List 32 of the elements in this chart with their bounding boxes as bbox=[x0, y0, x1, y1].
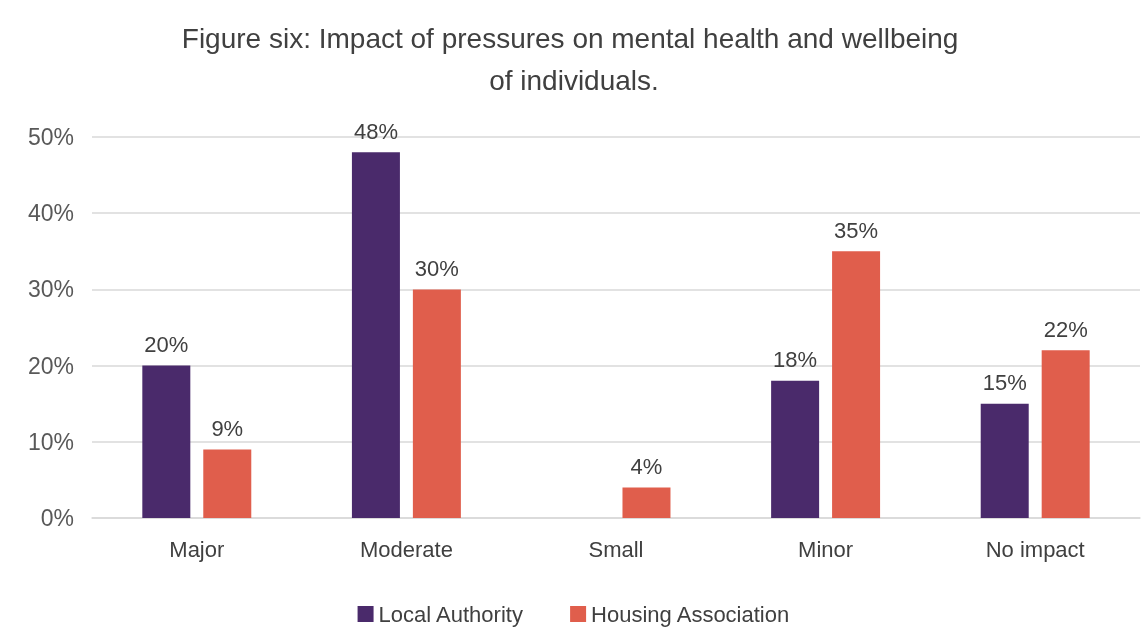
bar bbox=[1041, 350, 1090, 518]
bar bbox=[832, 251, 881, 518]
data-label: 9% bbox=[211, 415, 244, 441]
bar bbox=[771, 380, 820, 518]
y-tick-label: 20% bbox=[27, 352, 74, 379]
bar bbox=[203, 449, 252, 518]
bar bbox=[142, 365, 191, 518]
y-tick-label: 30% bbox=[27, 276, 74, 303]
data-label: 15% bbox=[982, 370, 1027, 396]
x-tick-label: No impact bbox=[985, 536, 1085, 562]
legend-label: Housing Association bbox=[591, 601, 790, 627]
data-label: 35% bbox=[834, 217, 879, 243]
y-tick-label: 0% bbox=[40, 505, 74, 531]
data-label: 18% bbox=[773, 347, 818, 373]
data-label: 22% bbox=[1043, 316, 1088, 342]
x-tick-label: Moderate bbox=[359, 536, 453, 562]
bar bbox=[351, 152, 400, 518]
x-tick-label: Small bbox=[588, 536, 644, 562]
bar bbox=[622, 487, 671, 518]
data-label: 20% bbox=[144, 332, 189, 358]
x-tick-label: Minor bbox=[798, 536, 854, 562]
data-label: 30% bbox=[414, 255, 459, 281]
bar bbox=[980, 403, 1029, 518]
legend-label: Local Authority bbox=[378, 601, 523, 627]
data-label: 4% bbox=[630, 454, 663, 480]
y-tick-label: 40% bbox=[27, 200, 74, 227]
y-tick-label: 50% bbox=[27, 124, 74, 150]
chart-title: Figure six: Impact of pressures on mental health and wellbeing of individuals. bbox=[181, 22, 967, 96]
x-tick-label: Major bbox=[169, 536, 225, 562]
y-tick-label: 10% bbox=[27, 428, 74, 455]
data-label: 48% bbox=[353, 118, 398, 144]
bar bbox=[412, 289, 461, 518]
